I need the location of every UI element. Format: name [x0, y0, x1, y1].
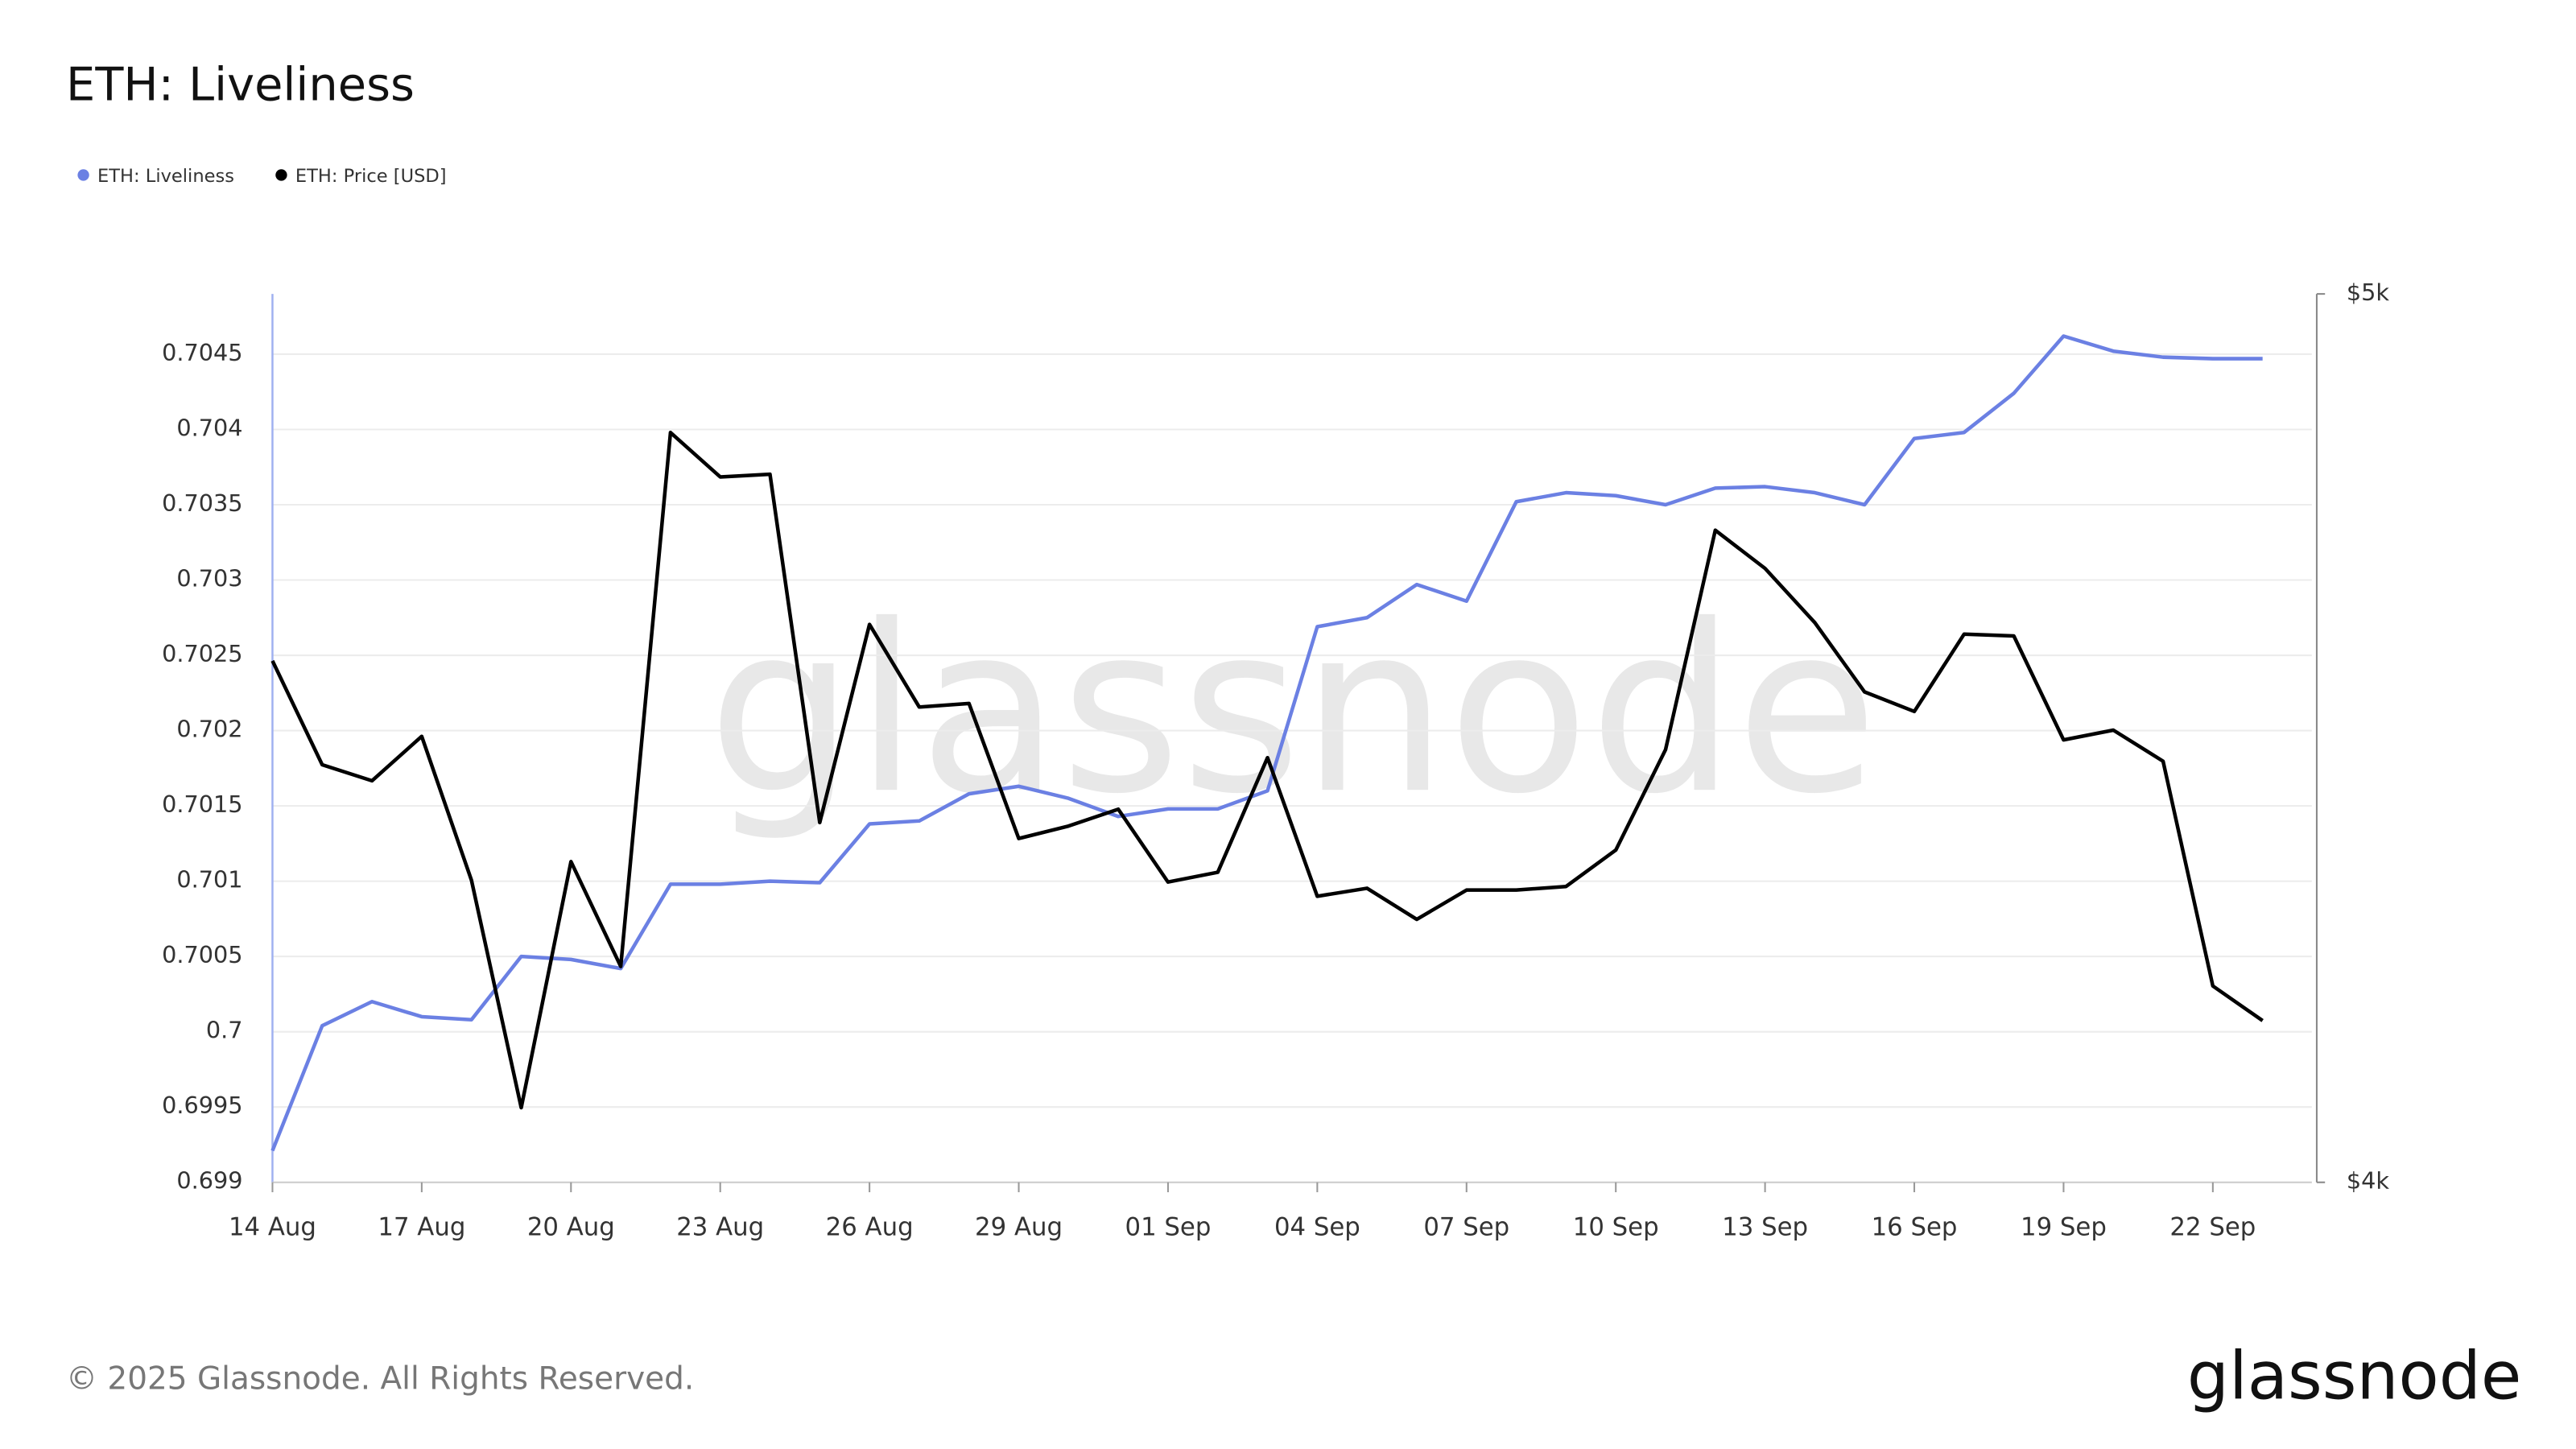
y-tick-label: 0.7005	[162, 941, 242, 968]
y-tick-label: 0.7045	[162, 339, 242, 366]
chart: 0.699 0.6995 0.7 0.7005 0.701 0.7015 0.702 0.70…	[77, 166, 2389, 1242]
y-tick-label: 0.702	[176, 716, 242, 743]
y-tick-label: 0.7	[206, 1017, 243, 1044]
legend-label: ETH: Liveliness	[97, 166, 234, 187]
legend-marker	[275, 169, 287, 181]
series-line	[270, 431, 2264, 1110]
chart-title: ETH: Liveliness	[66, 57, 415, 111]
x-tick-label: 22 Sep	[2169, 1213, 2256, 1242]
y2-tick-label: $4k	[2347, 1167, 2390, 1195]
y-tick-label: 0.704	[176, 414, 242, 441]
x-tick-label: 23 Aug	[676, 1213, 764, 1242]
y2-tick-label: $5k	[2347, 279, 2390, 306]
x-tick-label: 07 Sep	[1423, 1213, 1509, 1242]
x-tick-label: 16 Sep	[1872, 1213, 1958, 1242]
legend-label: ETH: Price [USD]	[295, 166, 447, 187]
x-tick-label: 04 Sep	[1274, 1213, 1360, 1242]
x-tick-label: 20 Aug	[527, 1213, 615, 1242]
logo: glassnode	[2187, 1338, 2521, 1414]
legend-marker	[77, 169, 89, 181]
x-tick-label: 29 Aug	[975, 1213, 1063, 1242]
y-tick-label: 0.703	[176, 565, 242, 592]
x-tick-label: 26 Aug	[826, 1213, 914, 1242]
y-tick-label: 0.699	[176, 1167, 242, 1195]
x-tick-label: 14 Aug	[229, 1213, 316, 1242]
x-tick-label: 19 Sep	[2021, 1213, 2107, 1242]
y-tick-label: 0.701	[176, 866, 242, 894]
x-tick-label: 17 Aug	[378, 1213, 465, 1242]
series-line	[270, 334, 2263, 1152]
y-tick-label: 0.6995	[162, 1092, 242, 1119]
y-tick-label: 0.7015	[162, 791, 242, 818]
y-tick-label: 0.7035	[162, 489, 242, 517]
x-tick-label: 13 Sep	[1722, 1213, 1808, 1242]
y-tick-label: 0.7025	[162, 640, 242, 667]
x-tick-label: 10 Sep	[1573, 1213, 1659, 1242]
x-tick-label: 01 Sep	[1125, 1213, 1212, 1242]
copyright: © 2025 Glassnode. All Rights Reserved.	[66, 1360, 694, 1397]
